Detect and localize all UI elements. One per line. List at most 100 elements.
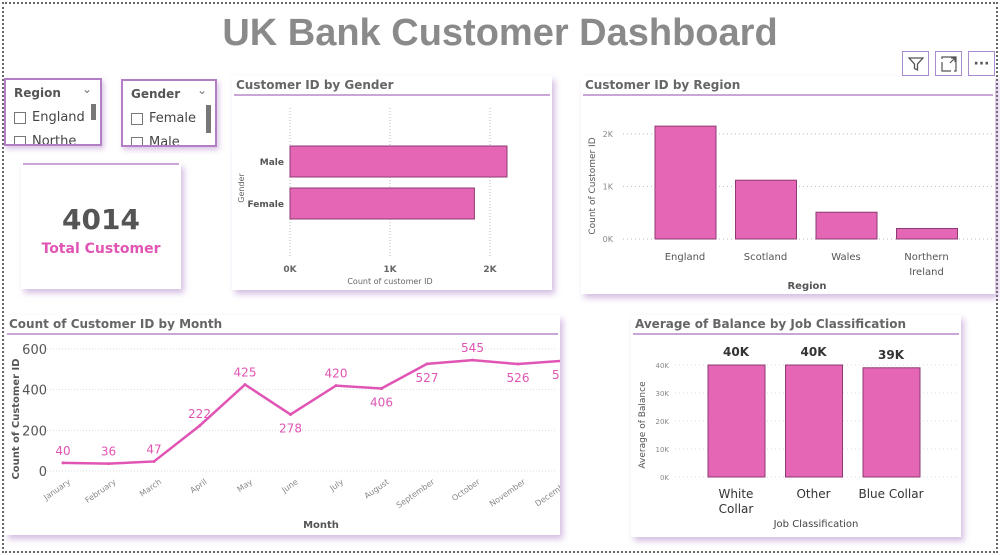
title-divider — [633, 333, 959, 335]
slicer-title: Gender — [131, 87, 181, 101]
chart-title: Customer ID by Gender — [236, 78, 394, 92]
slicer-item[interactable]: England — [14, 110, 85, 125]
title-divider — [583, 94, 993, 96]
series-line — [62, 358, 560, 465]
page-title: UK Bank Customer Dashboard — [222, 12, 778, 54]
month-label: July — [327, 477, 345, 493]
gender-bar-chart: 0K 1K 2K Male Female Count of customer ID Gend… — [237, 108, 508, 286]
checkbox[interactable] — [14, 111, 26, 124]
focus-mode-icon — [940, 55, 957, 72]
month-label: November — [488, 477, 528, 509]
tick-label: 0K — [660, 474, 669, 482]
category-label: Other — [796, 487, 830, 501]
bar — [289, 187, 475, 220]
data-point — [380, 386, 383, 390]
tick-label: 2K — [603, 130, 614, 139]
month-label: October — [450, 477, 482, 503]
tick-label: 10K — [656, 446, 670, 454]
filter-button[interactable] — [902, 51, 929, 76]
data-label: 40K — [723, 345, 750, 359]
data-label: 40 — [55, 444, 70, 458]
category-label: Collar — [719, 502, 754, 516]
kpi-label: Total Customer — [41, 241, 161, 257]
category-label: White — [719, 487, 754, 501]
data-point — [61, 461, 65, 465]
tick-label: 0K — [283, 265, 297, 275]
data-label: 47 — [146, 442, 161, 456]
data-label: 425 — [234, 366, 257, 380]
region-chart: Customer ID by Region 0K 1K 2K England Scotl… — [581, 76, 995, 294]
scrollbar[interactable] — [206, 105, 211, 133]
checkbox[interactable] — [131, 112, 143, 125]
scrollbar[interactable] — [91, 104, 96, 120]
tick-label: 400 — [22, 384, 47, 399]
y-axis-title: Count of Customer ID — [11, 358, 22, 479]
kpi-value: 4014 — [62, 203, 140, 236]
x-axis-title: Job Classification — [773, 519, 859, 530]
category-label: Female — [247, 200, 284, 210]
data-label: 39K — [878, 348, 905, 362]
slicer-title: Region — [14, 86, 61, 100]
checkbox[interactable] — [131, 136, 143, 145]
chart-title: Customer ID by Region — [585, 78, 741, 92]
tick-label: 40K — [656, 362, 670, 370]
month-chart: Count of Customer ID by Month 0 200 400 600… — [5, 315, 560, 535]
tick-label: 1K — [603, 183, 614, 192]
month-label: February — [83, 477, 117, 505]
bar — [707, 364, 766, 478]
x-axis-title: Month — [303, 520, 339, 531]
title-divider — [234, 94, 550, 96]
filter-icon — [907, 56, 924, 71]
gender-slicer[interactable]: Gender ⌄ Female Male — [121, 79, 217, 147]
data-label: 222 — [188, 407, 211, 421]
chevron-down-icon[interactable]: ⌄ — [196, 83, 207, 97]
slicer-item-label: Female — [149, 111, 197, 126]
month-label: March — [138, 477, 163, 498]
slicer-item-label: Male — [149, 135, 180, 147]
bar — [862, 367, 921, 478]
category-label: Ireland — [909, 267, 944, 278]
chart-title: Average of Balance by Job Classification — [635, 317, 907, 331]
data-label: 545 — [461, 341, 484, 355]
region-slicer[interactable]: Region ⌄ England Northe — [4, 78, 102, 146]
card-divider — [23, 163, 179, 165]
bar — [735, 179, 797, 240]
more-options-icon: ··· — [973, 55, 990, 72]
data-label: 406 — [370, 395, 393, 409]
month-label: June — [279, 477, 299, 495]
month-label: January — [41, 477, 72, 502]
more-options-button[interactable]: ··· — [968, 51, 995, 76]
slicer-item-label: England — [32, 110, 85, 125]
region-bar-chart: 0K 1K 2K England Scotland Wales Northern Irelan… — [588, 125, 993, 292]
y-axis-title: Count of Customer ID — [588, 137, 598, 234]
month-label: April — [188, 477, 208, 495]
data-label: 526 — [507, 371, 530, 385]
bar — [896, 228, 958, 240]
x-axis-title: Count of customer ID — [347, 277, 432, 286]
tick-label: 600 — [22, 343, 47, 358]
data-point — [152, 459, 156, 463]
title-divider — [7, 333, 558, 335]
slicer-item[interactable]: Male — [131, 135, 180, 147]
data-point — [516, 362, 520, 366]
data-label: 542 — [552, 368, 560, 382]
slicer-item[interactable]: Northe — [14, 134, 76, 144]
chevron-down-icon[interactable]: ⌄ — [81, 82, 92, 96]
slicer-item[interactable]: Female — [131, 111, 196, 126]
tick-label: 1K — [383, 265, 397, 275]
tick-label: 0K — [603, 235, 614, 244]
checkbox[interactable] — [14, 135, 26, 144]
data-point — [107, 462, 110, 466]
month-label: December — [534, 477, 560, 509]
focus-mode-button[interactable] — [935, 51, 962, 76]
gender-chart: Customer ID by Gender 0K 1K 2K Male Female Co… — [232, 76, 552, 290]
data-point — [243, 383, 247, 387]
month-label: September — [395, 477, 437, 510]
month-line-chart: 0 200 400 600 40 January 36 February 47 March 222 A… — [11, 341, 560, 531]
category-label: Male — [260, 158, 284, 168]
category-label: Northern — [904, 252, 948, 263]
tick-label: 0 — [39, 465, 47, 480]
data-label: 36 — [101, 445, 116, 459]
category-label: Blue Collar — [858, 487, 923, 501]
